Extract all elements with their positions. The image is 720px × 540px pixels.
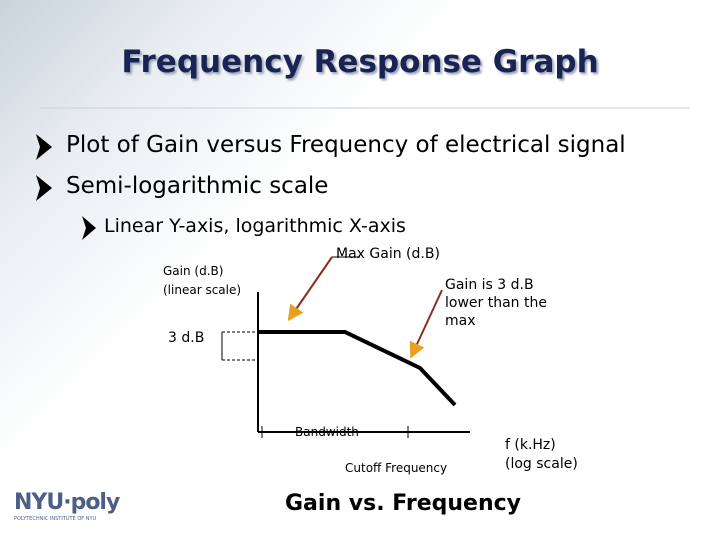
logo: NYU·poly — [14, 490, 120, 515]
drop-note: lower than the — [445, 295, 547, 311]
drop-note: max — [445, 313, 476, 329]
y-axis-label: (linear scale) — [163, 283, 242, 297]
slide-title: Frequency Response Graph — [121, 44, 599, 80]
response-curve — [258, 330, 457, 407]
x-axis-label: f (k.Hz) — [505, 437, 556, 453]
drop-bracket — [221, 331, 258, 361]
logo-subtitle: POLYTECHNIC INSTITUTE OF NYU — [14, 516, 97, 522]
max-gain-label: Max Gain (d.B) — [336, 246, 440, 262]
bullet: Semi-logarithmic scale — [66, 173, 329, 199]
axes — [257, 292, 470, 433]
cutoff-label: Cutoff Frequency — [345, 461, 448, 475]
y-axis-label: Gain (d.B) — [163, 264, 224, 278]
bullet: Plot of Gain versus Frequency of electri… — [66, 132, 626, 158]
x-axis-label: (log scale) — [505, 456, 578, 472]
annotation-arrows — [287, 256, 443, 359]
sub-bullet: Linear Y-axis, logarithmic X-axis — [104, 215, 406, 237]
drop-label: 3 d.B — [168, 330, 205, 346]
diagram-caption: Gain vs. Frequency — [285, 491, 521, 516]
drop-note: Gain is 3 d.B — [445, 277, 534, 293]
bandwidth-marker — [261, 426, 409, 438]
bandwidth-label: Bandwidth — [295, 425, 359, 439]
bullet-icons — [36, 134, 96, 240]
